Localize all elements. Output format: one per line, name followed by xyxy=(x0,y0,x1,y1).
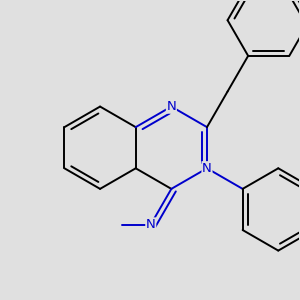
Text: N: N xyxy=(202,162,212,175)
Text: N: N xyxy=(146,218,156,231)
Text: N: N xyxy=(167,100,176,113)
